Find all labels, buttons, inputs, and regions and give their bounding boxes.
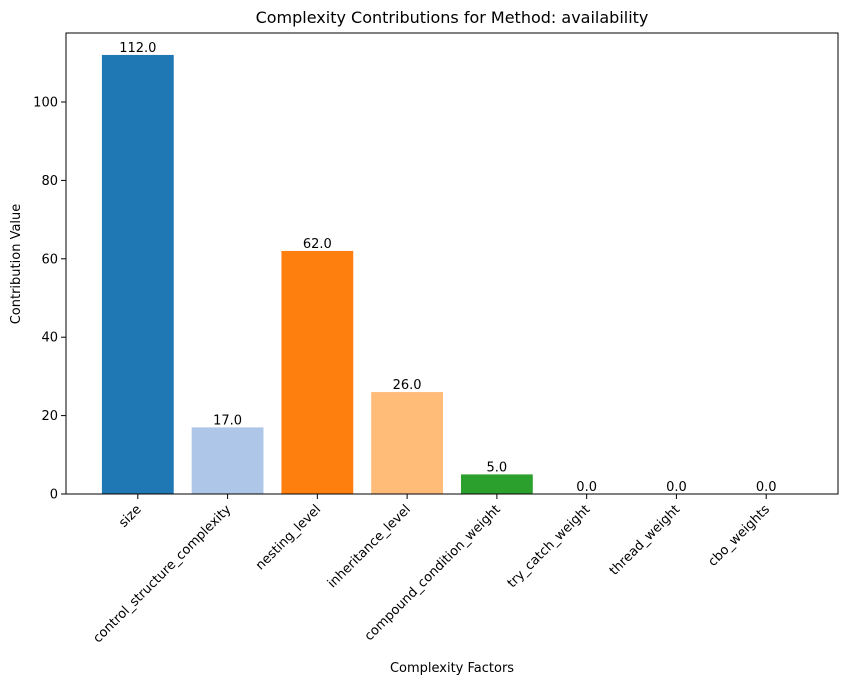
bar-value-label: 0.0	[666, 480, 687, 495]
chart-title: Complexity Contributions for Method: ava…	[256, 8, 649, 27]
bar-nesting_level	[281, 250, 354, 494]
y-tick-label: 100	[33, 95, 58, 110]
y-tick-label: 20	[41, 409, 58, 424]
bar-value-label: 62.0	[303, 237, 332, 252]
bar-value-label: 0.0	[756, 480, 777, 495]
y-tick-label: 80	[41, 174, 58, 189]
x-tick-label: try_catch_weight	[505, 502, 594, 591]
bar-size	[101, 54, 174, 494]
bar-control_structure_complexity	[191, 427, 264, 494]
x-tick-label: thread_weight	[607, 502, 683, 578]
x-tick-label: cbo_weights	[706, 502, 774, 570]
bar-inheritance_level	[371, 392, 444, 494]
y-axis-label: Contribution Value	[9, 204, 24, 325]
bar-compound_condition_weight	[460, 474, 533, 494]
y-tick-label: 40	[41, 331, 58, 346]
bar-value-label: 17.0	[213, 413, 242, 428]
y-tick-label: 0	[50, 488, 58, 503]
plot-area: 112.0 size 17.0 control_structure_complexit…	[33, 32, 839, 646]
x-tick-label: size	[116, 502, 144, 530]
bar-value-label: 26.0	[393, 378, 422, 393]
bar-value-label: 5.0	[487, 460, 508, 475]
y-tick-label: 60	[41, 252, 58, 267]
x-tick-label: control_structure_complexity	[90, 502, 234, 646]
x-axis-label: Complexity Factors	[390, 661, 514, 676]
x-tick-label: nesting_level	[253, 502, 324, 573]
bar-value-label: 0.0	[576, 480, 597, 495]
x-tick-label: inheritance_level	[325, 502, 414, 591]
plot-frame	[65, 32, 839, 495]
bar-value-label: 112.0	[119, 41, 156, 56]
